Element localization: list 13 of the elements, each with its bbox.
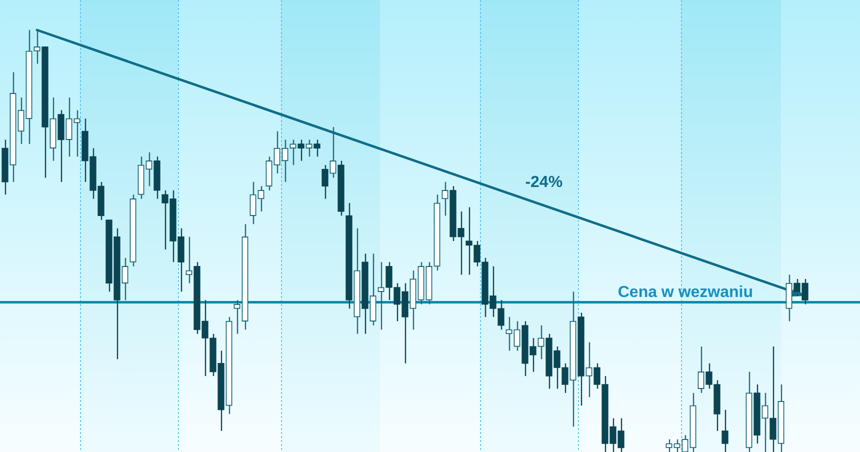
candlestick [666, 438, 672, 452]
candlestick [770, 346, 776, 452]
candlestick [586, 342, 592, 398]
candlestick [674, 438, 680, 452]
candlestick [722, 409, 728, 452]
candlestick [234, 299, 240, 334]
candlestick [698, 346, 704, 394]
candlestick [682, 434, 688, 452]
candlestick [538, 324, 544, 360]
candlestick [762, 392, 768, 452]
candlestick [514, 320, 520, 352]
candlestick [506, 316, 512, 352]
candlestick [18, 96, 24, 145]
